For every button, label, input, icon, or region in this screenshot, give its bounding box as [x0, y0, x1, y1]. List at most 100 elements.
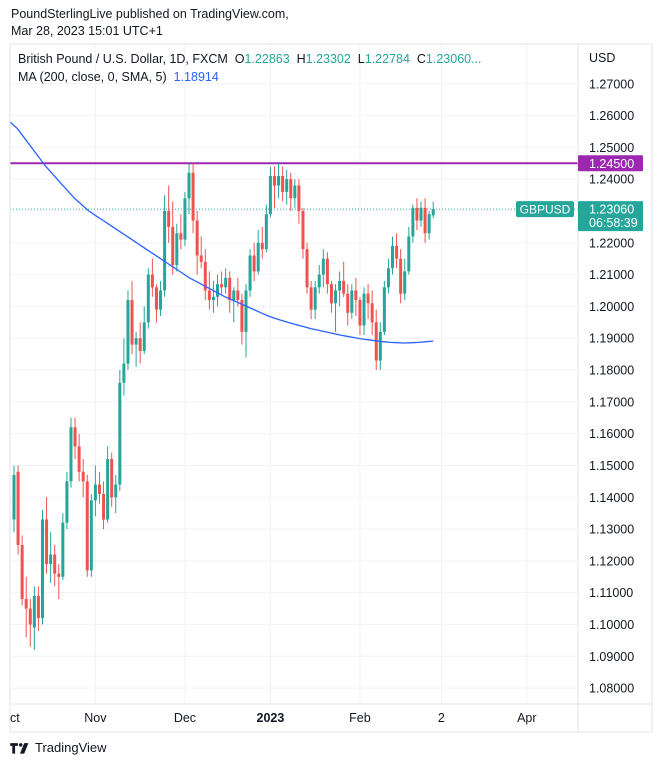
open-value: 1.22863	[244, 52, 290, 66]
candle-body	[49, 554, 53, 565]
tradingview-brand[interactable]: TradingView	[10, 740, 107, 755]
candle	[431, 201, 435, 218]
y-tick-label: 1.17000	[589, 395, 634, 409]
candle	[354, 277, 358, 316]
candle	[240, 293, 244, 345]
candle-body	[110, 459, 114, 498]
chart-frame	[9, 43, 653, 733]
candle	[378, 322, 382, 371]
candle	[28, 599, 32, 647]
candle-body	[134, 338, 138, 345]
candle-body	[366, 293, 370, 304]
candle	[183, 191, 187, 246]
candle	[228, 271, 232, 313]
candle	[244, 284, 248, 358]
candle-body	[260, 242, 264, 250]
candle	[203, 249, 207, 301]
candle	[224, 268, 228, 294]
candle-body	[431, 209, 435, 216]
y-tick-label: 1.20000	[589, 300, 634, 314]
candle-body	[106, 459, 110, 520]
candle-body	[167, 210, 171, 227]
candle-body	[293, 185, 297, 199]
candle-body	[427, 214, 431, 234]
candle-body	[252, 255, 256, 272]
hline-price-tag	[578, 155, 643, 172]
candle	[338, 271, 342, 307]
candle	[77, 433, 81, 482]
candle	[370, 290, 374, 336]
candle	[32, 586, 36, 650]
candle-body	[65, 481, 69, 523]
candle-body	[216, 284, 219, 297]
candle	[256, 230, 260, 275]
candle-body	[45, 519, 49, 565]
candle	[61, 513, 65, 580]
candle	[342, 261, 346, 297]
candle	[118, 370, 122, 491]
candle	[45, 497, 49, 574]
candle-body	[256, 242, 260, 272]
candle-body	[126, 300, 130, 364]
candle-body	[228, 277, 232, 301]
candle	[20, 535, 24, 606]
candle-body	[150, 274, 154, 288]
candle-body	[207, 290, 211, 301]
candle-body	[179, 233, 183, 240]
candle	[110, 452, 114, 507]
candle	[199, 236, 203, 269]
y-tick-label: 1.15000	[589, 459, 634, 473]
candle	[207, 271, 211, 310]
candle	[12, 465, 16, 533]
moving-average	[9, 121, 434, 344]
ma-line	[9, 121, 434, 344]
candle	[175, 223, 179, 272]
candle-body	[118, 382, 122, 485]
candle-body	[69, 427, 73, 482]
candle	[81, 459, 85, 498]
candle-body	[407, 236, 411, 272]
candle-body	[199, 255, 203, 262]
candle	[350, 284, 354, 320]
candle-body	[114, 484, 118, 498]
candle	[285, 169, 289, 205]
tradingview-brand-text: TradingView	[35, 740, 107, 755]
candle	[73, 417, 77, 460]
candle-body	[232, 290, 236, 301]
candle-body	[268, 176, 272, 215]
candle-body	[159, 290, 163, 310]
candle-body	[97, 484, 101, 495]
candle	[399, 249, 403, 304]
countdown-text: 06:58:39	[589, 216, 638, 230]
ma-legend: MA (200, close, 0, SMA, 5) 1.18914	[18, 70, 219, 84]
close-value: 1.23060	[425, 52, 472, 66]
candle-body	[411, 207, 415, 237]
candle	[36, 586, 40, 631]
candle	[395, 233, 399, 269]
symbol-tag	[516, 201, 574, 218]
candle	[419, 201, 423, 227]
candle	[187, 163, 191, 215]
candle-body	[122, 363, 126, 383]
candle-body	[53, 554, 57, 574]
candle	[69, 417, 73, 488]
candle	[411, 204, 415, 243]
candle-body	[423, 207, 427, 234]
candle-body	[403, 271, 407, 294]
candle-body	[57, 573, 61, 577]
y-tick-label: 1.12000	[589, 554, 634, 568]
candle-body	[171, 226, 175, 266]
ma-value: 1.18914	[173, 70, 219, 84]
candle	[163, 195, 167, 297]
candle	[293, 179, 297, 208]
candle	[236, 277, 240, 307]
open-label: O	[234, 52, 245, 66]
candle	[382, 280, 386, 336]
candle	[403, 258, 407, 301]
candle-body	[325, 258, 329, 285]
ma-label: MA (200, close, 0, SMA, 5)	[18, 70, 167, 84]
candle-body	[130, 300, 134, 345]
hline-price-text: 1.24500	[589, 157, 634, 171]
candle	[114, 474, 118, 514]
